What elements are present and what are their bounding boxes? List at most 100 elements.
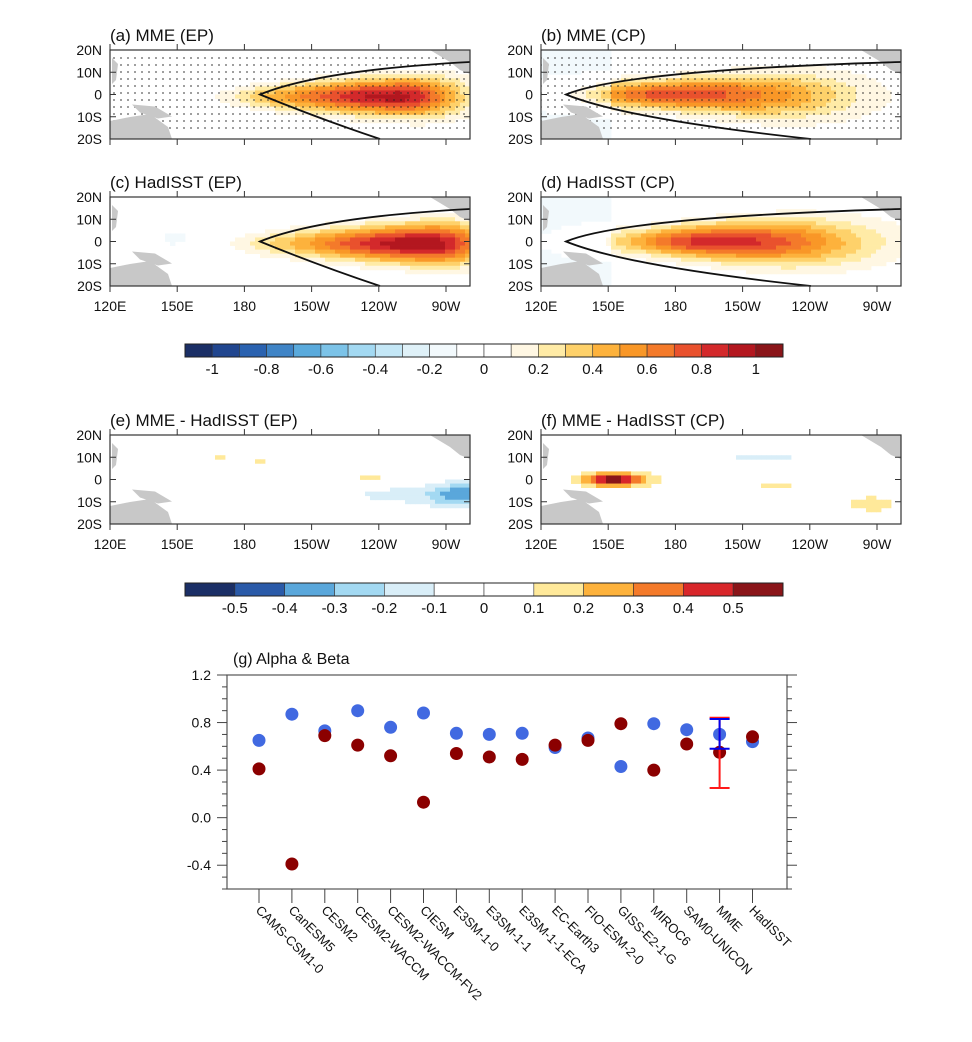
field-cell	[876, 221, 882, 226]
field-cell	[360, 245, 366, 250]
field-cell	[676, 249, 682, 255]
field-cell	[816, 225, 822, 230]
field-cell	[551, 221, 557, 226]
field-cell	[365, 233, 371, 238]
field-cell	[295, 241, 301, 246]
field-cell	[621, 483, 627, 488]
field-cell	[661, 257, 667, 263]
field-cell	[395, 229, 401, 234]
field-cell	[846, 253, 852, 259]
field-cell	[260, 241, 266, 246]
colorbar-label: -0.3	[322, 600, 348, 617]
field-cell	[601, 471, 607, 476]
blue-point	[384, 720, 398, 734]
colorbar-swatch	[483, 343, 512, 358]
field-cell	[681, 245, 687, 250]
field-cell	[816, 237, 822, 242]
field-cell	[816, 253, 822, 259]
field-cell	[796, 253, 802, 259]
field-cell	[616, 479, 622, 484]
field-cell	[781, 269, 787, 275]
field-cell	[846, 233, 852, 238]
field-cell	[841, 265, 847, 271]
field-cell	[671, 233, 677, 238]
field-cell	[821, 241, 827, 246]
field-cell	[781, 213, 787, 218]
field-cell	[836, 241, 842, 246]
field-cell	[626, 241, 632, 246]
field-cell	[646, 257, 652, 263]
field-cell	[816, 213, 822, 218]
xtick-label: 120W	[792, 536, 829, 552]
field-cell	[876, 261, 882, 267]
field-cell	[410, 245, 416, 250]
field-cell	[546, 229, 552, 234]
field-cell	[831, 217, 837, 222]
field-cell	[335, 249, 341, 255]
field-cell	[826, 217, 832, 222]
field-cell	[746, 225, 752, 230]
field-cell	[400, 249, 406, 255]
colorbar-swatch	[402, 343, 430, 358]
field-cell	[771, 237, 777, 242]
field-cell	[716, 265, 722, 271]
field-cell	[285, 245, 291, 250]
field-cell	[606, 197, 612, 202]
field-cell	[245, 245, 251, 250]
colorbar-frame	[184, 582, 784, 597]
field-cell	[741, 241, 747, 246]
field-cell	[701, 229, 707, 234]
field-cell	[676, 221, 682, 226]
field-cell	[831, 253, 837, 259]
field-cell	[370, 217, 376, 222]
field-cell	[831, 265, 837, 271]
field-cell	[836, 249, 842, 255]
field-cell	[661, 237, 667, 242]
field-cell	[425, 249, 431, 255]
field-cell	[405, 217, 411, 222]
field-cell	[360, 257, 366, 263]
field-cell	[280, 245, 286, 250]
field-cell	[876, 507, 882, 513]
field-cell	[621, 229, 627, 234]
field-cell	[255, 459, 261, 464]
field-cell	[405, 487, 411, 493]
field-cell	[606, 479, 612, 484]
field-cell	[400, 487, 406, 493]
field-cell	[551, 50, 557, 55]
field-cell	[465, 495, 471, 501]
field-cell	[711, 217, 717, 222]
field-cell	[566, 209, 572, 214]
field-cell	[676, 245, 682, 250]
field-cell	[561, 201, 567, 206]
field-cell	[896, 225, 902, 230]
field-cell	[415, 261, 421, 267]
field-cell	[566, 217, 572, 222]
field-cell	[741, 233, 747, 238]
xtick-label: 120E	[94, 298, 127, 314]
field-cell	[786, 261, 792, 267]
field-cell	[856, 257, 862, 263]
xtick-label: 180	[233, 536, 257, 552]
field-cell	[430, 221, 436, 226]
panel-title: (b) MME (CP)	[541, 26, 646, 45]
field-cell	[781, 257, 787, 263]
field-cell	[581, 205, 587, 210]
field-cell	[806, 253, 812, 259]
field-cell	[455, 229, 461, 234]
field-cell	[726, 261, 732, 267]
colorbar-swatch	[266, 343, 295, 358]
field-cell	[666, 253, 672, 259]
field-cell	[370, 495, 376, 501]
field-cell	[701, 221, 707, 226]
colorbar-swatch	[184, 343, 213, 358]
field-cell	[796, 233, 802, 238]
field-cell	[265, 237, 271, 242]
field-cell	[731, 245, 737, 250]
field-cell	[400, 257, 406, 263]
field-cell	[646, 225, 652, 230]
blue-point	[482, 727, 496, 741]
field-cell	[425, 241, 431, 246]
field-cell	[851, 229, 857, 234]
ytick-label: 0.8	[192, 715, 212, 731]
